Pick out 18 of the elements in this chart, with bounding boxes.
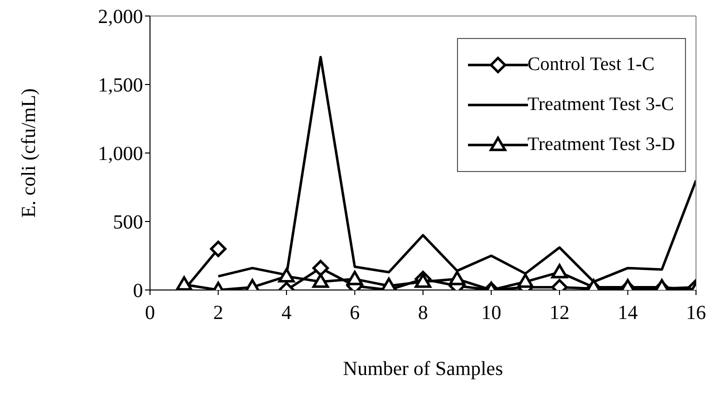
x-tick-label: 8 (418, 302, 428, 324)
y-axis-title: E. coli (cfu/mL) (18, 88, 40, 218)
x-tick-label: 12 (550, 302, 570, 324)
legend-label: Treatment Test 3-D (528, 134, 675, 156)
x-tick-label: 10 (481, 302, 502, 324)
x-tick-label: 6 (350, 302, 360, 324)
y-tick-label: 500 (113, 212, 143, 234)
y-tick-label: 1,500 (98, 74, 143, 97)
legend-label: Control Test 1-C (528, 54, 655, 76)
x-tick-label: 4 (282, 302, 292, 324)
x-tick-label: 2 (213, 302, 224, 324)
y-tick-label: 2,000 (98, 6, 143, 28)
x-tick-label: 16 (686, 302, 706, 324)
y-tick-label: 1,000 (98, 143, 143, 166)
legend-label: Treatment Test 3-C (528, 94, 674, 116)
y-tick-label: 0 (133, 280, 143, 302)
x-axis-title: Number of Samples (343, 358, 504, 380)
x-tick-label: 14 (618, 302, 638, 324)
